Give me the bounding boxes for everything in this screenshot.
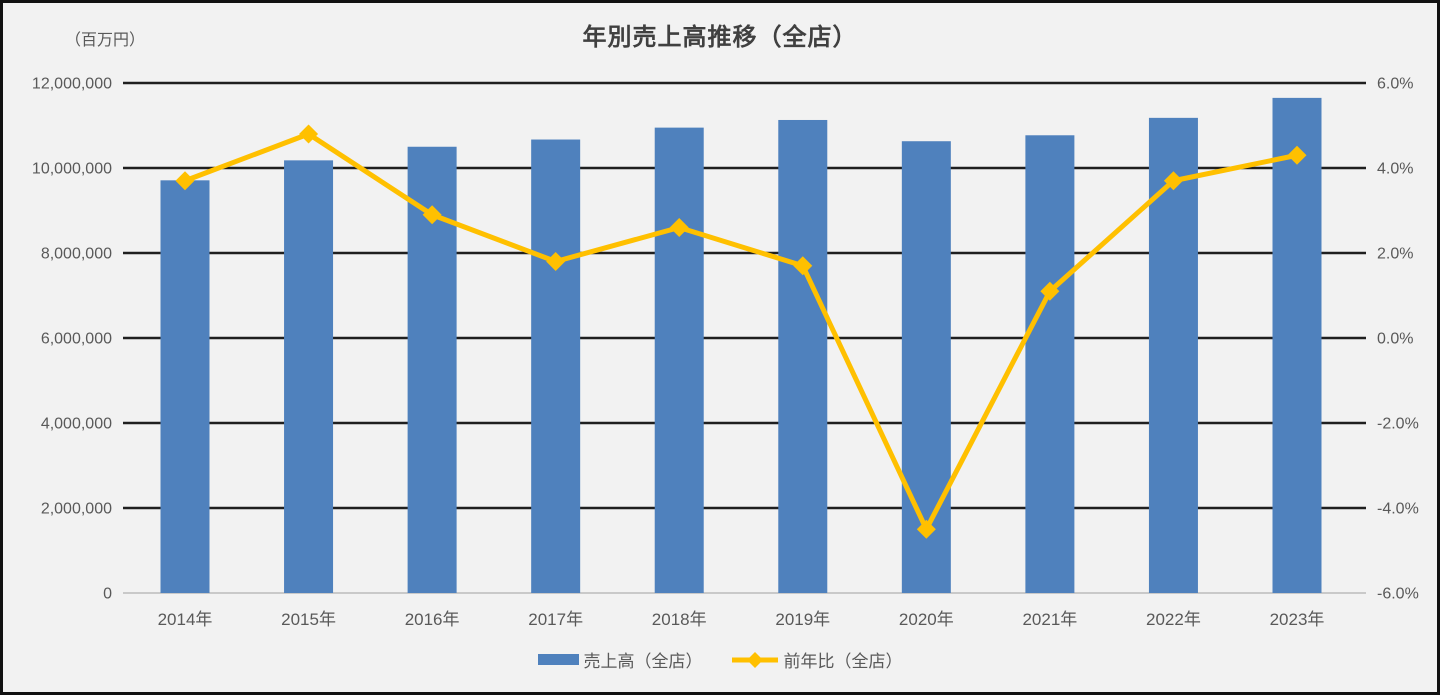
diamond-marker-2015年 (299, 124, 319, 144)
diamond-marker-2021年 (1040, 281, 1060, 301)
bar-2020年 (901, 141, 951, 593)
x-axis-label: 2018年 (652, 610, 707, 629)
x-axis-label: 2022年 (1146, 610, 1201, 629)
yoy-line (182, 131, 1300, 532)
left-axis-tick-label: 10,000,000 (32, 161, 112, 178)
bar-2023年 (1272, 97, 1322, 593)
x-axis-label: 2014年 (158, 610, 213, 629)
legend-diamond-marker (746, 651, 763, 668)
legend-item-sales: 売上高（全店） (537, 647, 703, 672)
right-axis-tick-label: 0.0% (1377, 331, 1413, 348)
left-axis-tick-label: 4,000,000 (41, 416, 112, 433)
x-axis-label: 2017年 (528, 610, 583, 629)
right-axis-tick-label: -2.0% (1377, 416, 1419, 433)
x-axis-label: 2016年 (405, 610, 460, 629)
diamond-marker-2020年 (916, 519, 936, 539)
x-axis-label: 2023年 (1270, 610, 1325, 629)
chart-legend: 売上高（全店） 前年比（全店） (3, 647, 1437, 672)
x-axis-label: 2021年 (1022, 610, 1077, 629)
right-axis-tick-label: -4.0% (1377, 501, 1419, 518)
x-axis-label: 2020年 (899, 610, 954, 629)
bar-2021年 (1025, 135, 1075, 593)
diamond-marker-2018年 (669, 218, 689, 237)
left-axis-tick-label: 12,000,000 (32, 76, 112, 93)
x-axis-label: 2015年 (281, 610, 336, 629)
left-axis-tick-label: 8,000,000 (41, 246, 112, 263)
left-axis-tick-label: 0 (103, 586, 112, 603)
bar-2017年 (531, 139, 581, 593)
legend-bar-swatch (537, 654, 579, 665)
right-axis-tick-label: 2.0% (1377, 246, 1413, 263)
right-axis-tick-label: 4.0% (1377, 161, 1413, 178)
combo-chart-plot: 12,000,000 6.0% 10,000,000 4.0% 8,000,000 2.0… (32, 76, 1419, 630)
x-axis-label: 2019年 (775, 610, 830, 629)
diamond-marker-2022年 (1163, 171, 1183, 191)
diamond-marker-2019年 (793, 256, 813, 276)
legend-line-swatch (731, 651, 778, 668)
bar-2019年 (778, 119, 828, 593)
left-axis-unit-label: （百万円） (65, 32, 146, 49)
right-axis-tick-label: 6.0% (1377, 76, 1413, 93)
diamond-marker-2016年 (422, 205, 442, 225)
bar-2015年 (284, 160, 334, 593)
diamond-marker-2023年 (1287, 145, 1307, 165)
chart-title: 年別売上高推移（全店） (582, 24, 858, 51)
right-axis-tick-label: -6.0% (1377, 586, 1419, 603)
legend-label-sales: 売上高（全店） (583, 652, 703, 671)
legend-item-yoy: 前年比（全店） (731, 647, 903, 672)
bar-2014年 (160, 180, 210, 593)
legend-label-yoy: 前年比（全店） (783, 652, 903, 671)
left-axis-tick-label: 6,000,000 (41, 331, 112, 348)
diamond-marker-2014年 (175, 171, 195, 191)
left-axis-tick-label: 2,000,000 (41, 501, 112, 518)
bar-2018年 (654, 127, 704, 593)
diamond-marker-2017年 (546, 252, 566, 271)
